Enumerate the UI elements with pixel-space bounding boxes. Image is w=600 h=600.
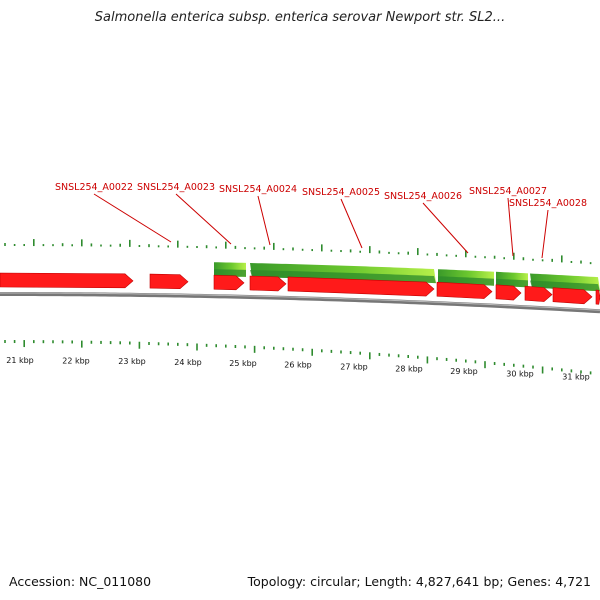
gene-arrow <box>552 287 593 305</box>
gene-label: SNSL254_A0027 <box>469 186 547 197</box>
scale-labels: 21 kbp 22 kbp 23 kbp 24 kbp 25 kbp 26 kbp 27 k… <box>6 356 590 382</box>
map-title: Salmonella enterica subsp. enterica sero… <box>94 10 506 25</box>
gene-label: SNSL254_A0026 <box>384 191 462 202</box>
scale-label: 27 kbp <box>340 362 368 371</box>
scale-label: 28 kbp <box>395 364 423 373</box>
backbone-line <box>0 292 600 314</box>
gene-arrow <box>287 276 435 297</box>
gene-arrow <box>149 273 189 289</box>
gene-arrow <box>249 275 287 292</box>
callout-line <box>422 202 469 254</box>
gene-arrow <box>213 274 245 291</box>
callout-line <box>175 193 232 245</box>
gene-label: SNSL254_A0028 <box>509 198 587 209</box>
callout-line <box>93 193 172 243</box>
backbone-highlight <box>0 292 600 311</box>
gene-arrows <box>0 272 600 305</box>
gene-arrow <box>495 284 522 301</box>
gene-arrow <box>436 281 493 299</box>
gene-label: SNSL254_A0022 <box>55 182 133 193</box>
gene-arrow <box>524 285 553 302</box>
gene-label: SNSL254_A0023 <box>137 182 215 193</box>
gc-ticks-top <box>4 239 592 265</box>
callout-line <box>340 198 363 249</box>
accession-text: Accession: NC_011080 <box>9 574 152 589</box>
scale-label: 31 kbp <box>562 373 590 382</box>
gc-band-inner <box>530 280 600 292</box>
gene-label: SNSL254_A0024 <box>219 184 297 195</box>
callout-line <box>507 197 514 257</box>
gc-band-inner <box>214 269 246 277</box>
gene-label: SNSL254_A0025 <box>302 187 380 198</box>
scale-label: 24 kbp <box>174 358 202 367</box>
callout-line <box>257 195 271 246</box>
scale-label: 21 kbp <box>6 356 34 365</box>
gene-arrow <box>595 289 600 305</box>
callout-line <box>541 209 549 259</box>
gc-ticks-bottom <box>4 340 592 375</box>
scale-label: 29 kbp <box>450 367 478 376</box>
scale-label: 30 kbp <box>506 370 534 379</box>
gene-callouts: SNSL254_A0022 SNSL254_A0023 SNSL254_A0024 S… <box>55 182 587 259</box>
scale-label: 25 kbp <box>229 359 257 368</box>
scale-label: 22 kbp <box>62 356 90 365</box>
genome-backbone <box>0 292 600 314</box>
scale-label: 23 kbp <box>118 357 146 366</box>
scale-label: 26 kbp <box>284 360 312 369</box>
genome-summary-text: Topology: circular; Length: 4,827,641 bp… <box>247 574 591 589</box>
gene-arrow <box>0 272 134 289</box>
gc-band-inner <box>250 270 436 284</box>
